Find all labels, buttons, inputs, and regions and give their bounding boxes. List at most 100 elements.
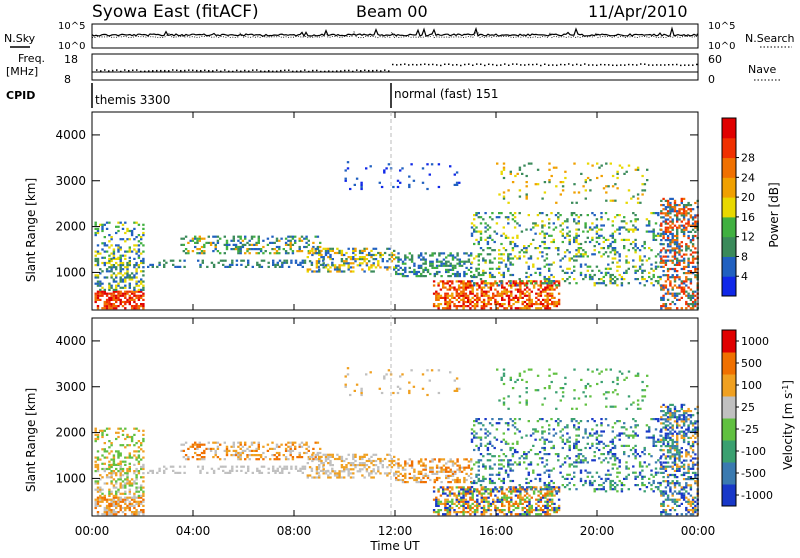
- heatmap-cell: [411, 254, 413, 256]
- heatmap-cell: [459, 265, 461, 267]
- heatmap-cell: [635, 169, 637, 171]
- heatmap-cell: [422, 475, 424, 477]
- heatmap-cell: [550, 274, 552, 276]
- heatmap-cell: [559, 465, 561, 467]
- heatmap-cell: [546, 463, 548, 465]
- heatmap-cell: [503, 226, 505, 228]
- heatmap-cell: [667, 291, 669, 293]
- heatmap-cell: [185, 458, 187, 460]
- heatmap-cell: [101, 291, 103, 293]
- heatmap-cell: [451, 486, 453, 488]
- heatmap-cell: [540, 501, 542, 503]
- heatmap-cell: [140, 509, 142, 511]
- heatmap-cell: [442, 280, 444, 282]
- heatmap-cell: [433, 303, 435, 305]
- heatmap-cell: [537, 513, 539, 515]
- heatmap-cell: [135, 491, 137, 493]
- heatmap-cell: [388, 472, 390, 474]
- heatmap-cell: [692, 216, 694, 218]
- heatmap-cell: [444, 287, 446, 289]
- heatmap-cell: [212, 236, 214, 238]
- heatmap-cell: [152, 266, 154, 268]
- heatmap-cell: [681, 289, 683, 291]
- heatmap-cell: [212, 442, 214, 444]
- heatmap-cell: [179, 472, 181, 474]
- heatmap-cell: [124, 240, 126, 242]
- heatmap-cell: [544, 513, 546, 515]
- freq-dot: [336, 70, 338, 72]
- heatmap-cell: [509, 470, 511, 472]
- heatmap-cell: [243, 466, 245, 468]
- heatmap-cell: [559, 231, 561, 233]
- heatmap-cell: [135, 236, 137, 238]
- heatmap-cell: [553, 289, 555, 291]
- heatmap-cell: [489, 432, 491, 434]
- heatmap-cell: [551, 287, 553, 289]
- heatmap-cell: [363, 256, 365, 258]
- heatmap-cell: [605, 284, 607, 286]
- heatmap-cell: [482, 270, 484, 272]
- heatmap-cell: [142, 513, 144, 515]
- heatmap-cell: [467, 280, 469, 282]
- heatmap-cell: [469, 301, 471, 303]
- heatmap-cell: [227, 472, 229, 474]
- heatmap-cell: [487, 509, 489, 511]
- freq-dot: [308, 71, 310, 73]
- heatmap-cell: [512, 299, 514, 301]
- heatmap-cell: [108, 307, 110, 309]
- heatmap-cell: [681, 291, 683, 293]
- heatmap-cell: [172, 260, 174, 262]
- heatmap-cell: [690, 231, 692, 233]
- freq-dot: [148, 70, 150, 72]
- heatmap-cell: [616, 278, 618, 280]
- heatmap-cell: [124, 278, 126, 280]
- heatmap-cell: [290, 452, 292, 454]
- heatmap-cell: [120, 303, 122, 305]
- heatmap-cell: [669, 276, 671, 278]
- heatmap-cell: [562, 428, 564, 430]
- heatmap-cell: [142, 258, 144, 260]
- heatmap-cell: [274, 458, 276, 460]
- heatmap-cell: [138, 240, 140, 242]
- heatmap-cell: [382, 258, 384, 260]
- heatmap-cell: [465, 295, 467, 297]
- heatmap-cell: [251, 450, 253, 452]
- heatmap-cell: [623, 272, 625, 274]
- heatmap-cell: [122, 493, 124, 495]
- heatmap-cell: [106, 301, 108, 303]
- heatmap-cell: [532, 470, 534, 472]
- heatmap-cell: [122, 487, 124, 489]
- heatmap-cell: [307, 268, 309, 270]
- heatmap-cell: [435, 511, 437, 513]
- heatmap-cell: [667, 237, 669, 239]
- heatmap-cell: [327, 476, 329, 478]
- heatmap-cell: [503, 293, 505, 295]
- heatmap-cell: [140, 442, 142, 444]
- heatmap-cell: [106, 457, 108, 459]
- heatmap-cell: [142, 293, 144, 295]
- heatmap-cell: [690, 297, 692, 299]
- heatmap-cell: [429, 174, 431, 176]
- heatmap-cell: [338, 456, 340, 458]
- heatmap-cell: [557, 216, 559, 218]
- heatmap-cell: [237, 456, 239, 458]
- heatmap-cell: [147, 472, 149, 474]
- heatmap-cell: [149, 470, 151, 472]
- heatmap-cell: [462, 280, 464, 282]
- heatmap-cell: [120, 246, 122, 248]
- heatmap-cell: [690, 278, 692, 280]
- heatmap-cell: [506, 289, 508, 291]
- heatmap-cell: [445, 261, 447, 263]
- heatmap-cell: [201, 458, 203, 460]
- heatmap-cell: [124, 507, 126, 509]
- heatmap-cell: [203, 244, 205, 246]
- heatmap-cell: [211, 468, 213, 470]
- heatmap-cell: [129, 251, 131, 253]
- heatmap-cell: [120, 287, 122, 289]
- heatmap-cell: [482, 272, 484, 274]
- heatmap-cell: [124, 281, 126, 283]
- power-cbar-label: Power [dB]: [767, 182, 781, 247]
- heatmap-cell: [454, 275, 456, 277]
- heatmap-cell: [285, 444, 287, 446]
- heatmap-cell: [503, 169, 505, 171]
